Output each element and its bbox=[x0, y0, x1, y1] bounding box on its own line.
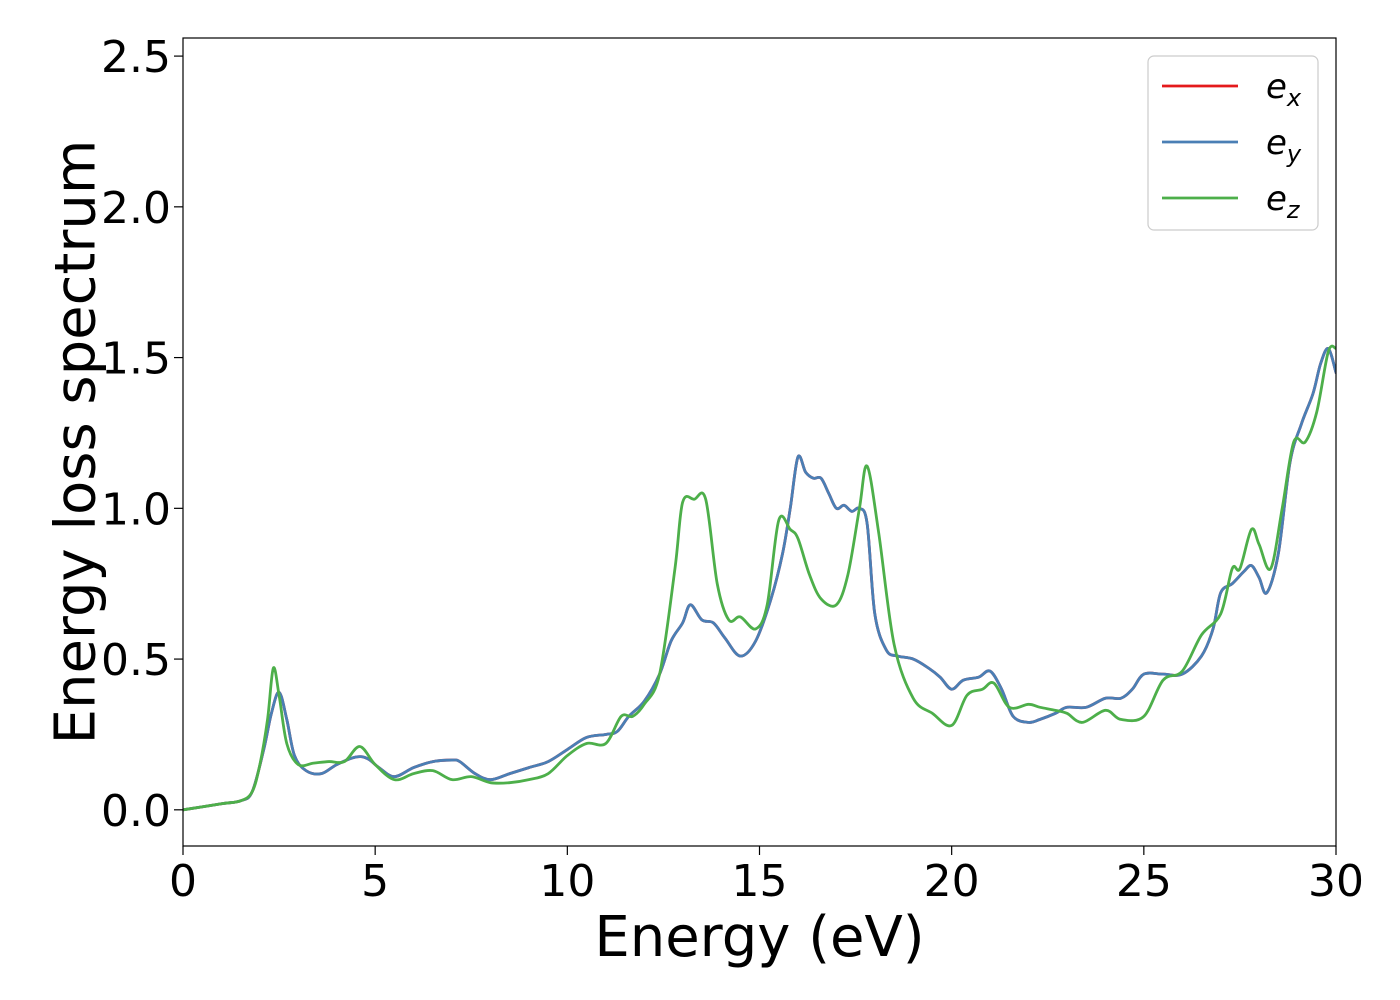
series-layer bbox=[183, 344, 1336, 812]
x-tick-label: 0 bbox=[169, 856, 197, 907]
legend-item-x: ex bbox=[1162, 67, 1302, 112]
legend-label: ey bbox=[1266, 123, 1302, 168]
x-tick-label: 25 bbox=[1116, 856, 1172, 907]
x-tick-label: 10 bbox=[539, 856, 595, 907]
x-axis-title: Energy (eV) bbox=[594, 905, 924, 970]
legend: ex ey ez bbox=[1147, 55, 1319, 231]
legend-label: ex bbox=[1266, 67, 1302, 112]
series-line-z bbox=[183, 344, 1336, 812]
legend-item-y: ey bbox=[1162, 123, 1302, 168]
x-tick-label: 30 bbox=[1308, 856, 1364, 907]
legend-label: ez bbox=[1266, 179, 1301, 224]
y-tick-label: 2.5 bbox=[101, 32, 171, 83]
y-axis-ticks: 0.0 0.5 1.0 1.5 2.0 2.5 bbox=[101, 32, 183, 837]
y-tick-label: 1.0 bbox=[101, 484, 171, 535]
x-axis-ticks: 0 5 10 15 20 25 30 bbox=[169, 846, 1364, 907]
x-tick-label: 15 bbox=[732, 856, 788, 907]
y-axis-title: Energy loss spectrum bbox=[44, 140, 109, 745]
y-tick-label: 1.5 bbox=[101, 334, 171, 385]
legend-item-z: ez bbox=[1162, 179, 1301, 224]
y-tick-label: 0.0 bbox=[101, 786, 171, 837]
series-line-y bbox=[183, 347, 1336, 812]
y-tick-label: 0.5 bbox=[101, 635, 171, 686]
x-tick-label: 20 bbox=[924, 856, 980, 907]
x-tick-label: 5 bbox=[361, 856, 389, 907]
y-tick-label: 2.0 bbox=[101, 183, 171, 234]
